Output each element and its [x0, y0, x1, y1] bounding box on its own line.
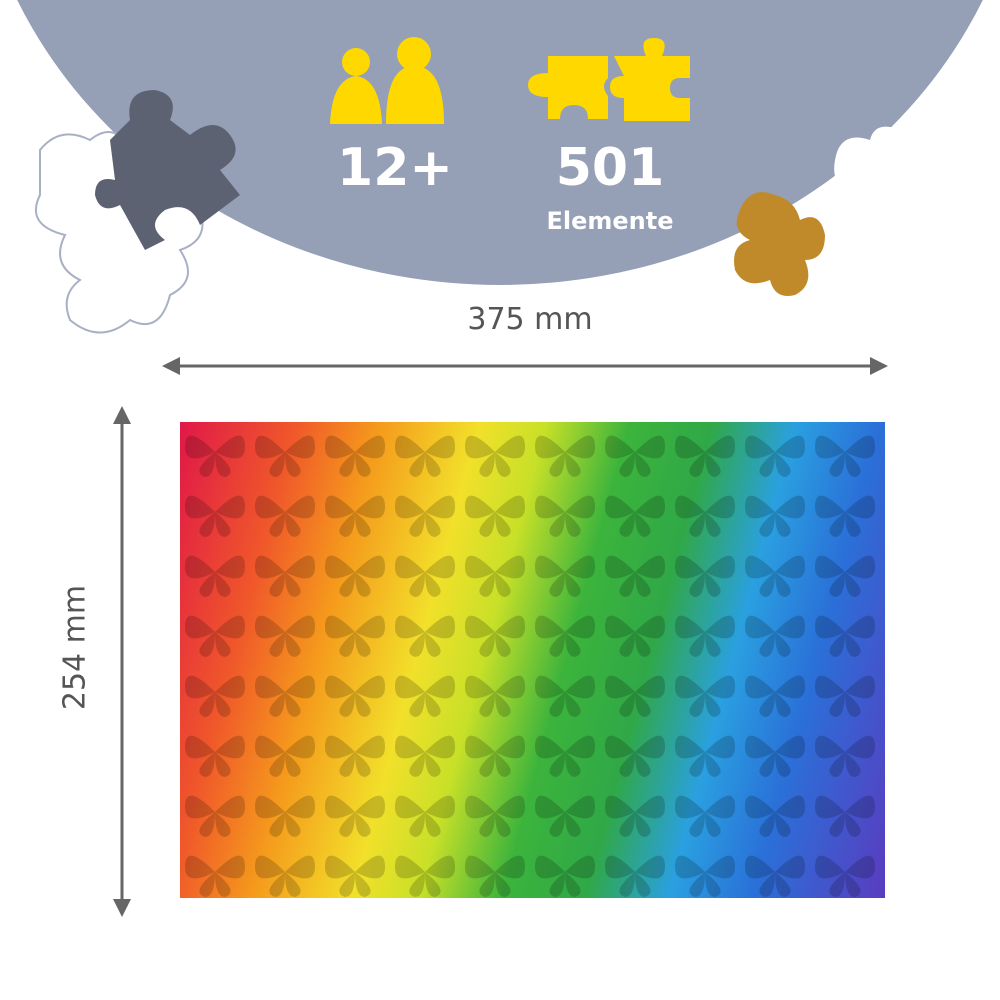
width-label: 375 mm — [467, 302, 593, 337]
height-arrow — [113, 406, 131, 917]
width-arrow — [162, 357, 888, 375]
puzzle-image-butterflies — [180, 422, 885, 898]
puzzle-piece-dark-icon — [95, 90, 240, 250]
puzzle-piece-gold-icon — [734, 192, 825, 296]
pieces-value: 501 — [555, 138, 665, 198]
height-label: 254 mm — [57, 584, 93, 711]
age-value: 12+ — [337, 138, 453, 198]
puzzle-piece-white-icon — [834, 116, 953, 217]
puzzle-pieces-icon — [528, 38, 690, 121]
pieces-label: Elemente — [546, 207, 674, 235]
butterfly-pattern — [180, 422, 885, 898]
people-icon — [330, 37, 444, 124]
